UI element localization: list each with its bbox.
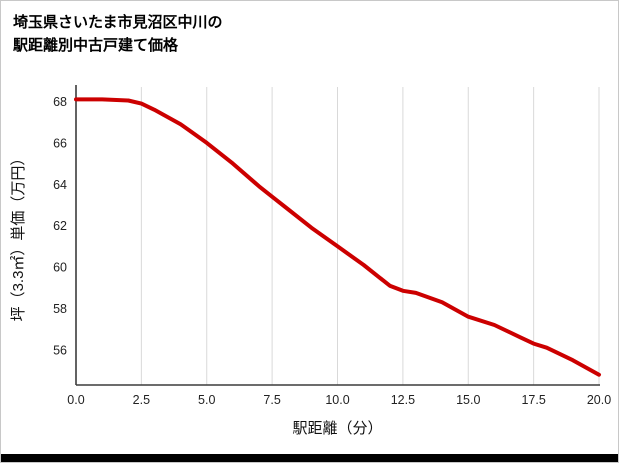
x-tick-label: 20.0 bbox=[587, 393, 611, 407]
x-tick-label: 15.0 bbox=[456, 393, 480, 407]
line-chart: 0.0 2.5 5.0 7.5 10.0 12.5 15.0 17.5 20.0 56 58 60 62… bbox=[10, 85, 611, 437]
x-tick-label: 12.5 bbox=[391, 393, 415, 407]
y-axis-label: 坪（3.3㎡）単価（万円） bbox=[10, 151, 27, 322]
chart-title-line1: 埼玉県さいたま市見沼区中川の bbox=[13, 14, 223, 31]
y-tick-label: 60 bbox=[53, 261, 67, 275]
y-tick-label: 62 bbox=[53, 219, 67, 233]
x-tick-label: 0.0 bbox=[67, 393, 84, 407]
footer-bar bbox=[1, 454, 618, 462]
chart-title: 埼玉県さいたま市見沼区中川の 駅距離別中古戸建て価格 bbox=[1, 1, 618, 57]
x-tick-label: 17.5 bbox=[521, 393, 545, 407]
x-tick-label: 10.0 bbox=[325, 393, 349, 407]
x-tick-label: 2.5 bbox=[133, 393, 150, 407]
y-tick-label: 58 bbox=[53, 302, 67, 316]
y-tick-label: 66 bbox=[53, 136, 67, 150]
chart-title-line2: 駅距離別中古戸建て価格 bbox=[13, 36, 179, 54]
price-line-series bbox=[74, 97, 601, 377]
x-axis-label: 駅距離（分） bbox=[292, 419, 382, 437]
x-tick-label: 7.5 bbox=[263, 393, 280, 407]
y-tick-label: 68 bbox=[53, 95, 67, 109]
y-tick-label: 64 bbox=[53, 178, 67, 192]
y-tick-label: 56 bbox=[53, 343, 67, 357]
x-tick-label: 5.0 bbox=[198, 393, 215, 407]
